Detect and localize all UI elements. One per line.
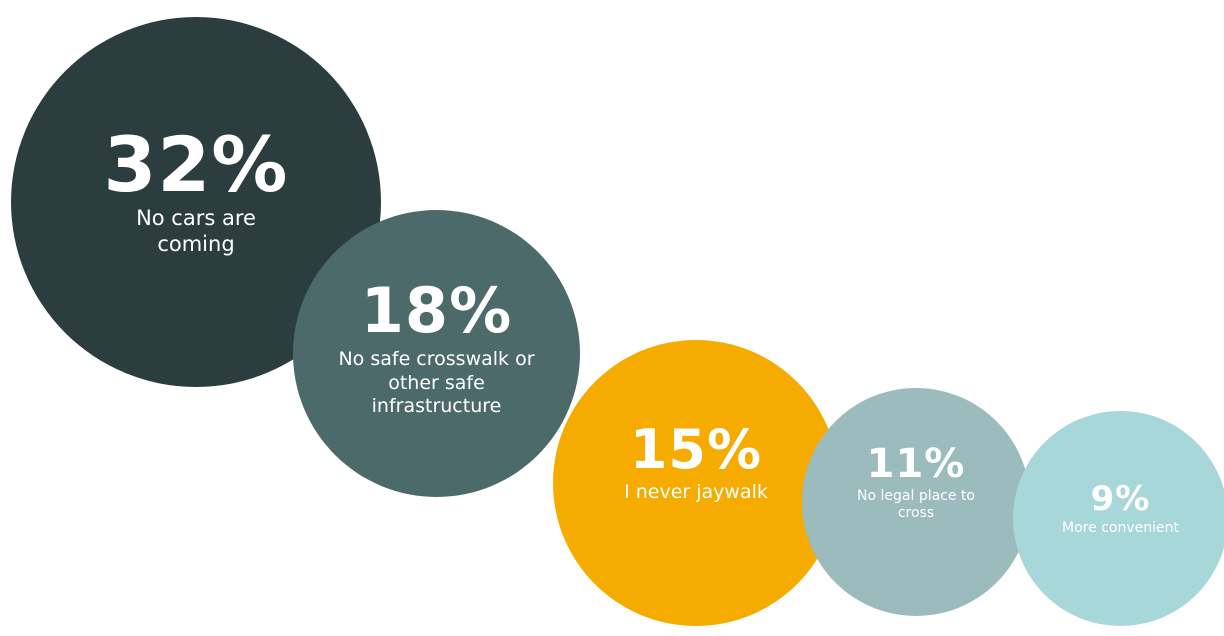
bubble-label: No cars are coming [136, 205, 256, 256]
bubble-no-legal-place: 11% No legal place to cross [802, 388, 1030, 616]
bubble-label: I never jaywalk [624, 481, 768, 504]
bubble-percent: 18% [360, 273, 513, 347]
bubble-label: More convenient [1062, 519, 1179, 536]
bubble-more-convenient: 9% More convenient [1013, 411, 1224, 626]
bubble-no-safe-crosswalk: 18% No safe crosswalk or other safe infr… [293, 210, 580, 497]
bubble-percent: 32% [103, 119, 289, 209]
bubble-label: No legal place to cross [857, 487, 975, 522]
bubble-percent: 15% [629, 418, 763, 482]
bubble-never-jaywalk: 15% I never jaywalk [553, 340, 839, 626]
bubble-percent: 11% [866, 440, 966, 487]
bubble-percent: 9% [1090, 478, 1151, 519]
bubble-no-cars-coming: 32% No cars are coming [11, 17, 381, 387]
bubble-label: No safe crosswalk or other safe infrastr… [338, 347, 535, 418]
